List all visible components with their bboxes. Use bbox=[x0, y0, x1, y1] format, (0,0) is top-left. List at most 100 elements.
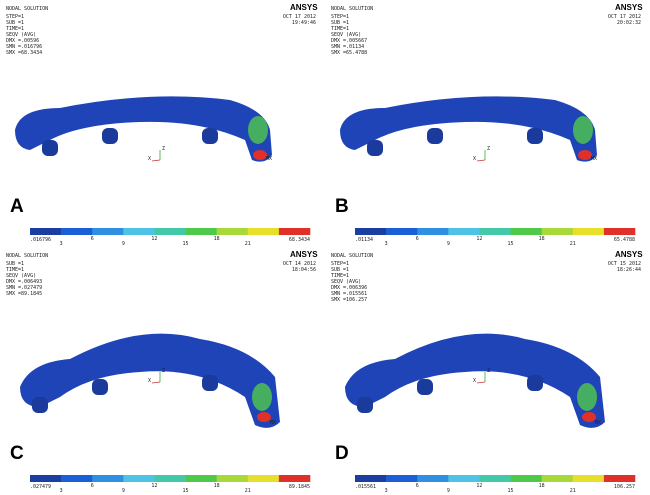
logo: ANSYS bbox=[290, 3, 318, 12]
triad-label: Z bbox=[162, 146, 165, 152]
colorbar-label: 15 bbox=[183, 241, 189, 247]
figure: NODAL SOLUTIONSTEP=1SUB =1TIME=1SEQV (AV… bbox=[0, 0, 650, 495]
abutment bbox=[42, 140, 58, 156]
colorbar-label: 68.3434 bbox=[289, 237, 310, 243]
colorbar-label: 3 bbox=[60, 488, 63, 494]
colorbar-segment bbox=[355, 228, 386, 235]
abutment bbox=[92, 379, 108, 395]
triad bbox=[152, 382, 160, 383]
colorbar-segment bbox=[217, 228, 248, 235]
colorbar-segment bbox=[61, 228, 92, 235]
colorbar-label: 9 bbox=[122, 241, 125, 247]
colorbar-label: 21 bbox=[570, 488, 576, 494]
colorbar-label: .016796 bbox=[30, 237, 51, 243]
colorbar-segment bbox=[448, 475, 479, 482]
panel-header: NODAL SOLUTION bbox=[331, 253, 373, 259]
colorbar-label: 21 bbox=[245, 241, 251, 247]
colorbar-label: 12 bbox=[151, 483, 157, 489]
panel-letter: D bbox=[335, 443, 349, 464]
colorbar-segment bbox=[448, 228, 479, 235]
colorbar-segment bbox=[542, 475, 573, 482]
triad-label: MX bbox=[595, 420, 601, 426]
colorbar-segment bbox=[511, 475, 542, 482]
colorbar-segment bbox=[604, 228, 635, 235]
colorbar-label: .027479 bbox=[30, 484, 51, 490]
colorbar-label: 21 bbox=[245, 488, 251, 494]
colorbar-label: 12 bbox=[476, 236, 482, 242]
stress-zone bbox=[577, 383, 597, 411]
solution-info: SMX =65.4788 bbox=[331, 50, 367, 56]
colorbar-label: 89.1845 bbox=[289, 484, 310, 490]
stress-zone bbox=[248, 116, 268, 144]
colorbar-segment bbox=[386, 475, 417, 482]
triad-label: Z bbox=[487, 146, 490, 152]
solution-info: SMX =68.3434 bbox=[6, 50, 42, 56]
colorbar-label: 3 bbox=[385, 488, 388, 494]
colorbar-segment bbox=[542, 228, 573, 235]
colorbar-segment bbox=[355, 475, 386, 482]
abutment bbox=[527, 375, 543, 391]
colorbar-segment bbox=[30, 475, 61, 482]
colorbar-label: 15 bbox=[183, 488, 189, 494]
solution-info: SMX =106.257 bbox=[331, 297, 367, 303]
colorbar-label: 18 bbox=[214, 236, 220, 242]
colorbar-segment bbox=[279, 475, 310, 482]
panel-header: NODAL SOLUTION bbox=[6, 6, 48, 12]
time: 18:26:44 bbox=[617, 267, 641, 273]
abutment bbox=[32, 397, 48, 413]
panel-header: NODAL SOLUTION bbox=[331, 6, 373, 12]
stress-zone bbox=[578, 150, 592, 160]
stress-zone bbox=[582, 412, 596, 422]
abutment bbox=[357, 397, 373, 413]
colorbar-segment bbox=[479, 475, 510, 482]
triad-label: Z bbox=[487, 368, 490, 374]
colorbar-segment bbox=[154, 475, 185, 482]
colorbar-label: 18 bbox=[539, 483, 545, 489]
stress-zone bbox=[573, 116, 593, 144]
colorbar-label: 9 bbox=[122, 488, 125, 494]
colorbar-segment bbox=[417, 475, 448, 482]
triad-label: X bbox=[473, 378, 476, 384]
colorbar-label: 15 bbox=[508, 488, 514, 494]
logo: ANSYS bbox=[615, 3, 643, 12]
abutment bbox=[417, 379, 433, 395]
triad-label: X bbox=[148, 378, 151, 384]
colorbar-segment bbox=[479, 228, 510, 235]
time: 20:02:32 bbox=[617, 20, 641, 26]
colorbar-label: 12 bbox=[151, 236, 157, 242]
time: 18:04:56 bbox=[292, 267, 316, 273]
solution-info: SMX =89.1845 bbox=[6, 291, 42, 297]
colorbar-label: 18 bbox=[214, 483, 220, 489]
abutment bbox=[202, 128, 218, 144]
time: 19:49:46 bbox=[292, 20, 316, 26]
triad-label: X bbox=[148, 156, 151, 162]
colorbar-segment bbox=[30, 228, 61, 235]
colorbar-segment bbox=[417, 228, 448, 235]
colorbar-segment bbox=[92, 228, 123, 235]
panel-header: NODAL SOLUTION bbox=[6, 253, 48, 259]
abutment bbox=[367, 140, 383, 156]
colorbar-segment bbox=[248, 228, 279, 235]
stress-zone bbox=[253, 150, 267, 160]
colorbar-label: 3 bbox=[385, 241, 388, 247]
colorbar-label: 106.257 bbox=[614, 484, 635, 490]
colorbar-label: 6 bbox=[416, 483, 419, 489]
colorbar-segment bbox=[573, 475, 604, 482]
colorbar-segment bbox=[604, 475, 635, 482]
colorbar-segment bbox=[154, 228, 185, 235]
triad-label: MX bbox=[270, 420, 276, 426]
abutment bbox=[527, 128, 543, 144]
logo: ANSYS bbox=[615, 250, 643, 259]
colorbar-label: 15 bbox=[508, 241, 514, 247]
colorbar-label: .015561 bbox=[355, 484, 376, 490]
colorbar-label: 6 bbox=[91, 483, 94, 489]
abutment bbox=[427, 128, 443, 144]
colorbar-label: 21 bbox=[570, 241, 576, 247]
colorbar-segment bbox=[511, 228, 542, 235]
panel-letter: B bbox=[335, 196, 349, 217]
stress-zone bbox=[252, 383, 272, 411]
colorbar-segment bbox=[61, 475, 92, 482]
stress-zone bbox=[257, 412, 271, 422]
